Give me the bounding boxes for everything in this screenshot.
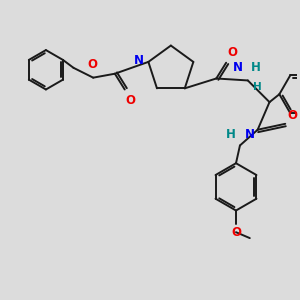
Text: N: N <box>134 54 143 68</box>
Text: O: O <box>87 58 97 71</box>
Text: N: N <box>233 61 243 74</box>
Text: O: O <box>287 109 297 122</box>
Text: N: N <box>245 128 255 141</box>
Text: O: O <box>231 226 241 239</box>
Text: H: H <box>226 128 236 141</box>
Text: O: O <box>126 94 136 107</box>
Text: H: H <box>253 82 262 92</box>
Text: H: H <box>251 61 261 74</box>
Text: O: O <box>227 46 237 59</box>
